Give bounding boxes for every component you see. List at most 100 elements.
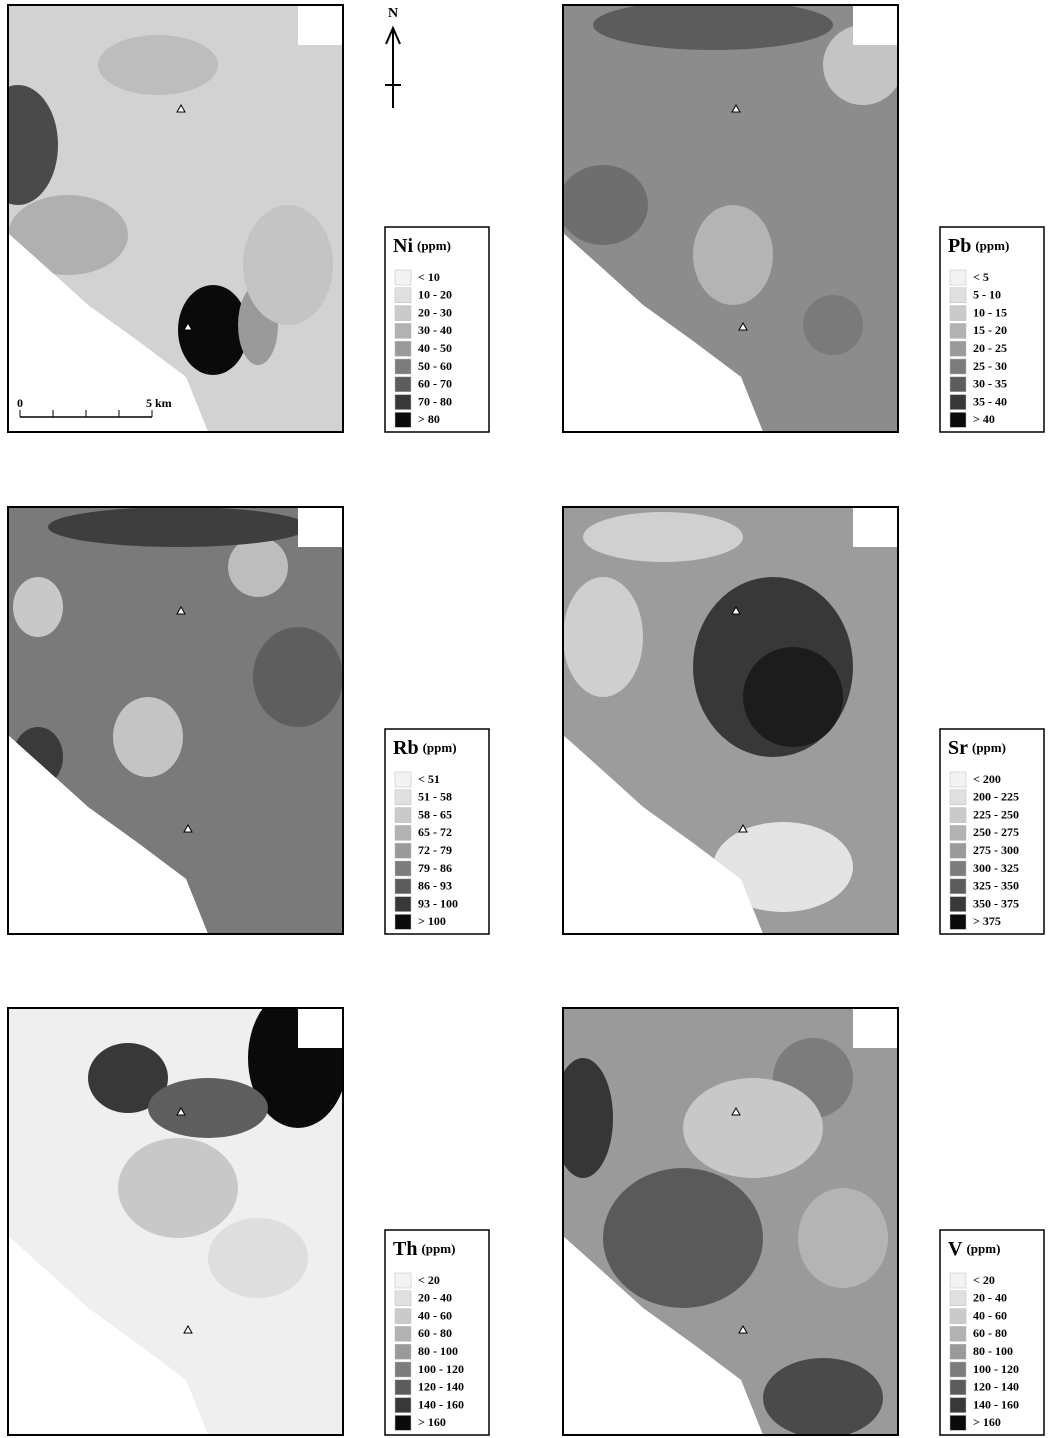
map-panel — [0, 5, 343, 432]
legend-swatch — [950, 879, 966, 894]
legend-label: 80 - 100 — [973, 1344, 1013, 1358]
legend-swatch — [950, 1380, 966, 1395]
legend: Sr(ppm)< 200200 - 225225 - 250250 - 2752… — [940, 729, 1044, 934]
north-arrow: N — [385, 6, 401, 108]
legend-swatch — [395, 808, 411, 823]
legend-label: 20 - 25 — [973, 341, 1007, 355]
legend-label: < 10 — [418, 270, 440, 284]
legend-swatch — [950, 1326, 966, 1341]
map-raster — [563, 507, 898, 934]
legend-swatch — [950, 359, 966, 374]
legend-swatch — [950, 772, 966, 787]
legend-label: < 200 — [973, 772, 1001, 786]
legend-label: 20 - 30 — [418, 305, 452, 319]
legend-label: 50 - 60 — [418, 359, 452, 373]
map-raster — [8, 507, 343, 934]
legend-label: 40 - 60 — [973, 1308, 1007, 1322]
legend-swatch — [395, 1398, 411, 1413]
legend-label: 325 - 350 — [973, 879, 1019, 893]
element-name: Ni — [393, 235, 413, 257]
legend: V(ppm) < 20 20 - 40 40 - 60 60 - 80 80 - 100 1… — [940, 1230, 1044, 1435]
map-raster — [553, 1008, 898, 1438]
unit: (ppm) — [966, 1241, 1000, 1256]
legend-swatch — [395, 861, 411, 876]
legend-swatch — [395, 306, 411, 321]
legend-label: 5 - 10 — [973, 288, 1001, 302]
legend-swatch — [395, 1344, 411, 1359]
map-raster — [0, 5, 343, 432]
element-name: Pb — [948, 235, 971, 257]
legend-label: 58 - 65 — [418, 807, 452, 821]
legend-swatch — [395, 1309, 411, 1324]
legend-label: 275 - 300 — [973, 843, 1019, 857]
figure: N Ni(ppm)< 1010 - 2020 - 3030 - 4040 - 5… — [0, 0, 1051, 1438]
legend-label: 60 - 80 — [418, 1326, 452, 1340]
legend-label: 20 - 40 — [973, 1291, 1007, 1305]
legend-label: 40 - 50 — [418, 341, 452, 355]
legend-swatch — [950, 323, 966, 338]
legend-label: 100 - 120 — [973, 1362, 1019, 1376]
legend-label: < 20 — [973, 1273, 995, 1287]
scale-start: 0 — [17, 396, 23, 410]
map-panel — [8, 988, 348, 1435]
legend-label: > 80 — [418, 412, 440, 426]
legend-label: 72 - 79 — [418, 843, 452, 857]
legend-swatch — [950, 1398, 966, 1413]
legend-label: 70 - 80 — [418, 394, 452, 408]
map-panel — [563, 507, 898, 934]
legend-swatch — [395, 914, 411, 929]
unit: (ppm) — [972, 740, 1006, 755]
legend-label: 225 - 250 — [973, 807, 1019, 821]
legend-swatch — [950, 914, 966, 929]
legend-label: 86 - 93 — [418, 879, 452, 893]
legend-swatch — [950, 861, 966, 876]
legend-swatch — [950, 270, 966, 285]
legend-swatch — [395, 825, 411, 840]
legend-swatch — [950, 790, 966, 805]
legend-swatch — [950, 808, 966, 823]
legend-swatch — [950, 1309, 966, 1324]
legend-swatch — [395, 359, 411, 374]
legend-label: 60 - 70 — [418, 377, 452, 391]
unit: (ppm) — [423, 740, 457, 755]
legend-swatch — [395, 323, 411, 338]
legend-label: 100 - 120 — [418, 1362, 464, 1376]
legend-label: 79 - 86 — [418, 861, 452, 875]
unit: (ppm) — [975, 238, 1009, 253]
map-panel — [8, 507, 343, 934]
legend-label: 15 - 20 — [973, 323, 1007, 337]
legend-label: 300 - 325 — [973, 861, 1019, 875]
legend-label: < 20 — [418, 1273, 440, 1287]
legend-swatch — [950, 1291, 966, 1306]
legend-label: > 100 — [418, 914, 446, 928]
legend-label: 200 - 225 — [973, 790, 1019, 804]
legend-swatch — [950, 341, 966, 356]
legend-swatch — [950, 897, 966, 912]
scale-bar: 05 km — [17, 396, 172, 417]
map-panel — [558, 0, 903, 432]
legend-swatch — [950, 825, 966, 840]
legend-swatch — [950, 288, 966, 303]
legend-swatch — [950, 1362, 966, 1377]
legend-label: 60 - 80 — [973, 1326, 1007, 1340]
legend-swatch — [950, 1273, 966, 1288]
north-label: N — [388, 6, 398, 21]
legend-label: 10 - 20 — [418, 288, 452, 302]
legend-swatch — [950, 843, 966, 858]
legend-swatch — [395, 1415, 411, 1430]
legend-swatch — [395, 288, 411, 303]
legend-swatch — [950, 1415, 966, 1430]
legend-swatch — [395, 270, 411, 285]
legend-label: > 40 — [973, 412, 995, 426]
element-name: V — [948, 1238, 963, 1260]
legend-label: 20 - 40 — [418, 1291, 452, 1305]
legend-label: 51 - 58 — [418, 790, 452, 804]
legend-swatch — [395, 1273, 411, 1288]
element-name: Rb — [393, 737, 419, 759]
legend-swatch — [950, 377, 966, 392]
legend-label: 25 - 30 — [973, 359, 1007, 373]
legend-swatch — [395, 341, 411, 356]
legend-label: 120 - 140 — [418, 1380, 464, 1394]
